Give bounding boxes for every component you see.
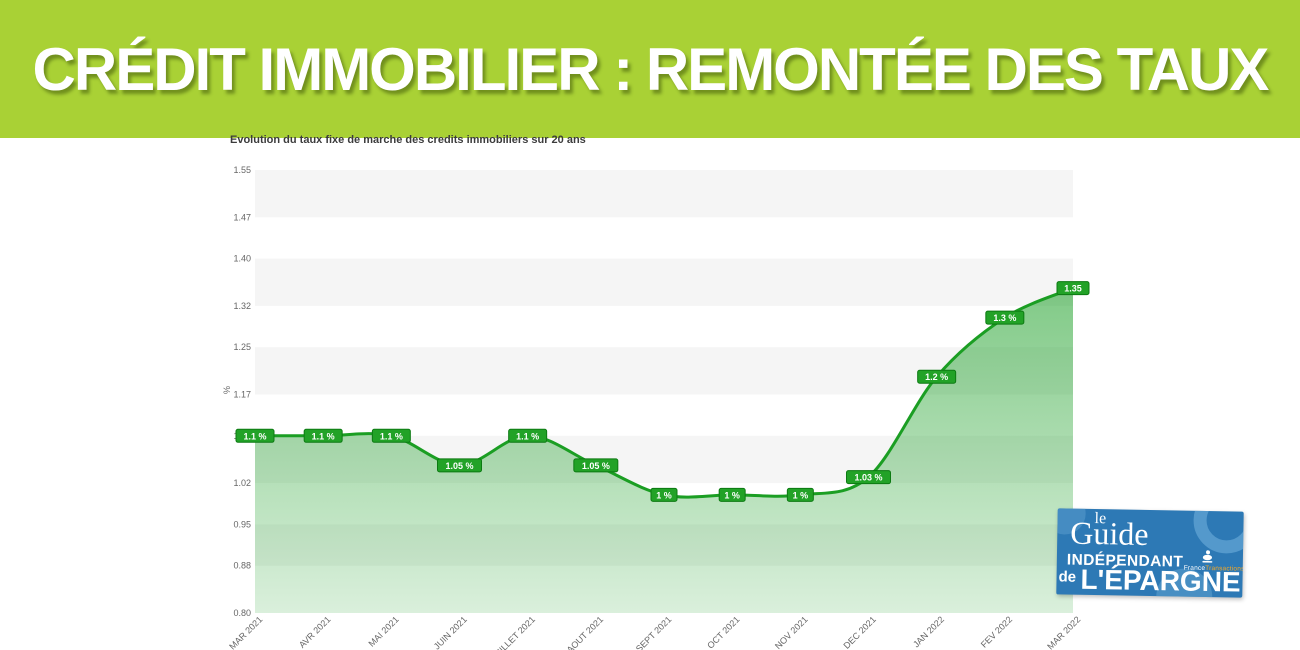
point-label: 1 % [656,490,672,500]
x-tick-label: DEC 2021 [841,614,877,650]
y-tick-label: 0.80 [233,608,251,618]
x-tick-label: JUILLET 2021 [489,614,537,650]
x-tick-label: MAI 2021 [366,614,400,648]
point-label: 1.1 % [243,431,266,441]
point-label-badge [573,458,619,473]
logo-epargne: L'ÉPARGNE [1080,563,1241,598]
plot-band [255,170,1073,218]
point-label-badge [718,487,746,502]
point-label: 1.03 % [854,473,882,483]
point-label: 1.05 % [582,461,610,471]
point-label-badge [985,310,1025,325]
logo-de: de [1058,568,1077,586]
leguide-epargne-logo: le Guide INDÉPENDANT FranceTransactions.… [1056,508,1244,598]
x-tick-label: FEV 2022 [979,614,1014,649]
logo-ring-decoration [1193,508,1244,554]
y-tick-label: 1.55 [233,165,251,175]
x-tick-label: AOUT 2021 [565,614,606,650]
logo-epargne-row: de L'ÉPARGNE [1058,563,1241,598]
point-label: 1 % [724,490,740,500]
point-label-badge [786,487,814,502]
point-label: 1.3 % [993,313,1016,323]
y-tick-label: 1.40 [233,254,251,264]
chart-title: Evolution du taux fixe de marche des cre… [230,134,586,146]
point-label-badge [917,369,957,384]
y-tick-label: 1.02 [233,478,251,488]
y-axis-title: % [222,386,232,394]
point-label-badge [1056,281,1090,296]
area-fill [255,288,1073,613]
x-tick-label: AVR 2021 [297,614,333,650]
header-banner: CRÉDIT IMMOBILIER : REMONTÉE DES TAUX [0,0,1300,138]
point-label-badge [437,458,482,473]
x-tick-label: OCT 2021 [705,614,741,650]
point-label: 1.05 % [445,461,473,471]
x-tick-label: SEPT 2021 [634,614,674,650]
y-tick-label: 1.17 [233,389,251,399]
x-tick-label: JAN 2022 [911,614,946,649]
x-tick-label: JUIN 2021 [432,614,469,650]
point-label-badge [846,470,891,485]
x-tick-label: MAR 2022 [1045,614,1082,650]
point-label-badge [235,428,275,443]
y-tick-label: 0.88 [233,561,251,571]
y-tick-label: 1.32 [233,301,251,311]
banner-title: CRÉDIT IMMOBILIER : REMONTÉE DES TAUX [32,35,1270,103]
france-transactions-icon [1200,550,1215,568]
point-label: 1.2 % [925,372,948,382]
point-label-badge [508,428,548,443]
x-tick-label: NOV 2021 [773,614,810,650]
point-label: 1.1 % [312,431,335,441]
point-label: 1.1 % [380,431,403,441]
logo-guide: Guide [1070,514,1149,552]
point-label-badge [371,428,411,443]
y-tick-label: 0.95 [233,519,251,529]
point-label: 1 % [793,490,809,500]
x-tick-label: MAR 2021 [227,614,264,650]
plot-band [255,258,1073,306]
point-label-badge [650,487,678,502]
y-tick-label: 1.25 [233,342,251,352]
y-tick-label: 1.47 [233,212,251,222]
point-label: 1.35 [1064,284,1082,294]
point-label-badge [303,428,343,443]
point-label: 1.1 % [516,431,539,441]
